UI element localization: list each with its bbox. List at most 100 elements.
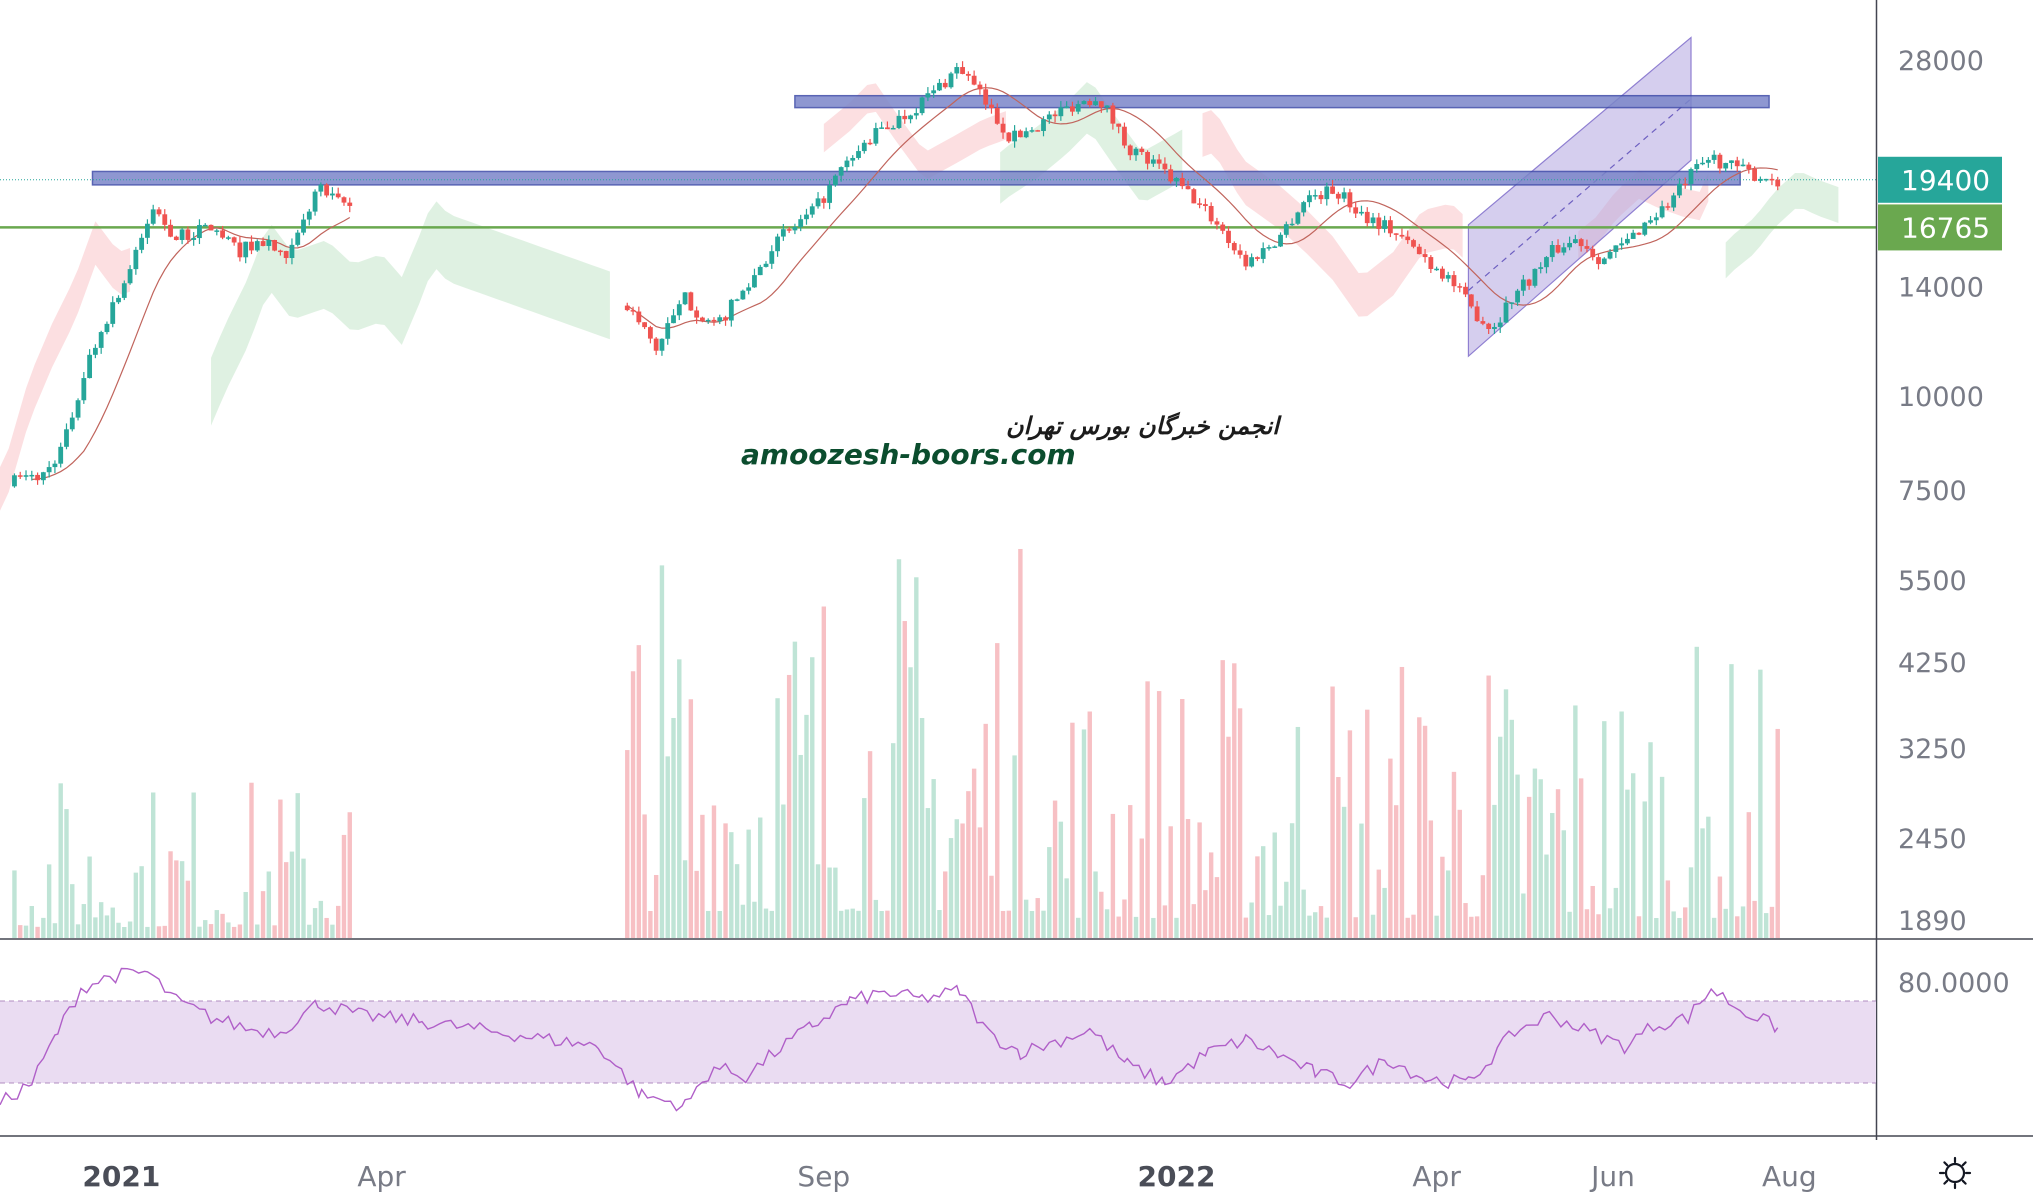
volume-bar	[104, 915, 110, 938]
volume-bar	[1469, 916, 1474, 938]
volume-bar	[1492, 804, 1497, 938]
candle	[1532, 268, 1538, 288]
volume-bar	[1006, 910, 1012, 938]
baseline-line	[31, 216, 351, 481]
volume-bar	[758, 817, 763, 938]
candle	[289, 238, 295, 265]
candle	[1590, 245, 1596, 261]
volume-bar	[1411, 914, 1416, 938]
candle	[1457, 283, 1463, 293]
volume-bar	[1625, 789, 1630, 938]
candle	[1682, 177, 1688, 189]
volume-bar	[740, 904, 746, 938]
candle	[40, 471, 46, 485]
volume-bar	[1341, 806, 1347, 938]
volume-bar	[862, 798, 867, 938]
candle	[1382, 215, 1387, 233]
volume-bar	[127, 921, 133, 938]
candle	[87, 349, 93, 379]
volume-bar	[1318, 906, 1324, 938]
candle	[1601, 257, 1607, 265]
candle	[1763, 178, 1769, 182]
volume-bar	[1752, 900, 1757, 938]
volume-bar	[734, 864, 740, 938]
candle	[1474, 301, 1480, 322]
time-axis[interactable]: 2021 Apr Sep 2022 Apr Jun Aug	[82, 1160, 1816, 1193]
candle	[150, 204, 156, 226]
candle	[711, 317, 717, 326]
volume-bar	[1301, 889, 1306, 938]
volume-bar	[1324, 917, 1329, 938]
candle	[1081, 100, 1087, 105]
volume-bar	[214, 910, 219, 938]
candle	[64, 423, 69, 450]
indicator-lines	[31, 87, 1778, 481]
candle	[1087, 98, 1093, 108]
candle	[954, 62, 960, 79]
candle	[671, 309, 676, 324]
resistance-zones[interactable]	[91, 94, 1770, 186]
volume-bar	[1110, 813, 1116, 938]
candle	[971, 70, 977, 86]
volume-bar	[283, 862, 289, 938]
candle	[1613, 245, 1619, 258]
volume-bar	[1139, 838, 1144, 938]
volume-bar	[231, 926, 237, 938]
volume-bar	[896, 559, 902, 938]
candle	[1757, 176, 1763, 183]
resistance-zone[interactable]	[91, 170, 1741, 186]
candle	[717, 314, 723, 325]
volume-bar	[1064, 878, 1069, 938]
candle	[983, 83, 989, 110]
candle	[260, 237, 266, 247]
candle	[1058, 101, 1064, 121]
candle	[942, 78, 948, 89]
candle	[879, 121, 885, 129]
volume-bar	[1636, 916, 1642, 938]
volume-bar	[46, 864, 52, 938]
candle	[341, 196, 347, 206]
volume-bar	[711, 805, 717, 938]
candle	[1052, 110, 1058, 123]
candle	[728, 298, 734, 327]
price-label-badge: 16765	[1878, 204, 2002, 251]
time-axis-tick: 2022	[1138, 1160, 1216, 1193]
candle	[179, 227, 185, 245]
candle	[197, 219, 202, 245]
candle	[1139, 146, 1145, 156]
candle	[1480, 316, 1486, 326]
candle	[1503, 296, 1509, 324]
candle	[1578, 237, 1584, 252]
volume-bar	[1451, 771, 1457, 938]
volume-bar	[682, 860, 688, 938]
volume-bar	[1353, 917, 1358, 938]
candle	[1335, 191, 1341, 205]
volume-bar	[1503, 689, 1509, 938]
volume-bar	[1417, 717, 1422, 938]
volume-bar	[1763, 913, 1769, 938]
volume-bar	[890, 743, 896, 938]
volume-bar	[347, 812, 352, 938]
candle	[237, 236, 243, 262]
volume-bar	[1573, 705, 1578, 938]
candle	[977, 81, 983, 95]
candle	[12, 473, 17, 488]
volume-bar	[1711, 917, 1717, 938]
candle	[1353, 202, 1359, 219]
candle	[676, 300, 682, 321]
resistance-zone[interactable]	[794, 94, 1770, 109]
candle	[1214, 217, 1220, 230]
price-axis[interactable]: 28000 14000 10000 7500 5500 4250 3250 2450 1890 1…	[1878, 46, 2002, 937]
candle	[1341, 187, 1347, 203]
candle	[1775, 176, 1781, 191]
candle	[347, 197, 353, 213]
volume-bar	[1122, 899, 1127, 938]
candle	[1098, 101, 1104, 113]
volume-bar	[815, 864, 821, 938]
volume-bar	[833, 867, 838, 938]
volume-bar	[1041, 910, 1046, 938]
candle	[827, 180, 833, 210]
candle	[306, 208, 312, 226]
candle	[277, 249, 283, 256]
gear-icon[interactable]	[1938, 1156, 1972, 1190]
